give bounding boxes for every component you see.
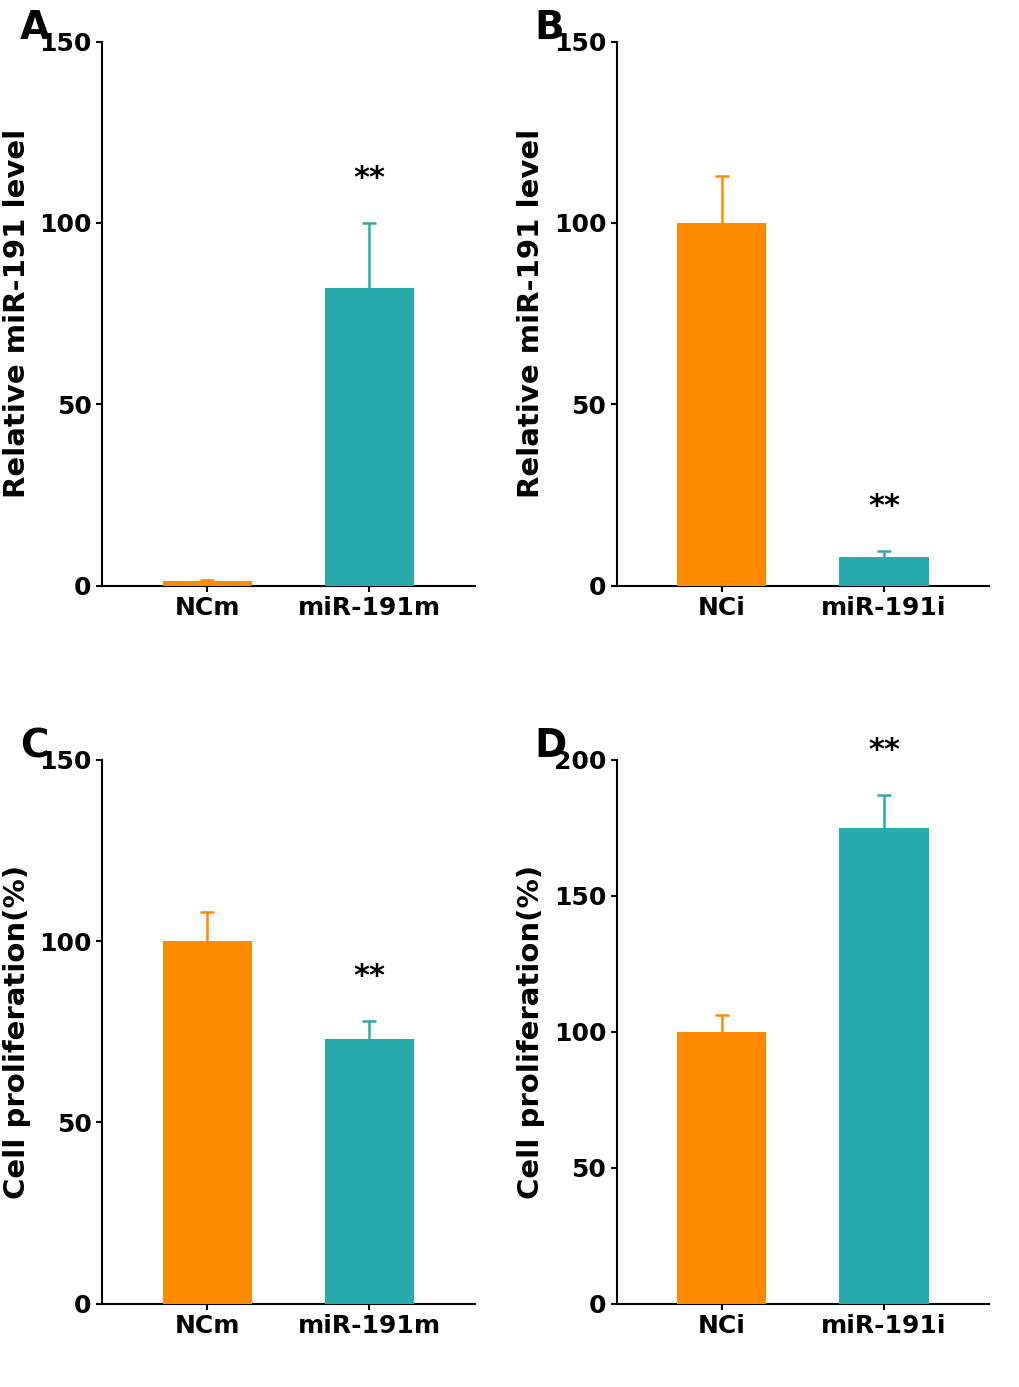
Text: B: B xyxy=(534,8,564,47)
Text: **: ** xyxy=(354,963,385,990)
Bar xyxy=(325,1039,414,1304)
Bar xyxy=(163,581,252,585)
Bar xyxy=(325,288,414,585)
Text: **: ** xyxy=(867,492,899,522)
Y-axis label: Relative miR-191 level: Relative miR-191 level xyxy=(517,129,545,498)
Bar xyxy=(839,828,927,1304)
Bar xyxy=(677,223,765,585)
Text: C: C xyxy=(20,727,49,766)
Y-axis label: Relative miR-191 level: Relative miR-191 level xyxy=(3,129,31,498)
Y-axis label: Cell proliferation(%): Cell proliferation(%) xyxy=(3,864,31,1198)
Bar xyxy=(163,942,252,1304)
Bar xyxy=(677,1032,765,1304)
Y-axis label: Cell proliferation(%): Cell proliferation(%) xyxy=(517,864,545,1198)
Text: **: ** xyxy=(867,736,899,766)
Text: **: ** xyxy=(354,164,385,193)
Text: A: A xyxy=(20,8,50,47)
Bar xyxy=(839,556,927,585)
Text: D: D xyxy=(534,727,567,766)
